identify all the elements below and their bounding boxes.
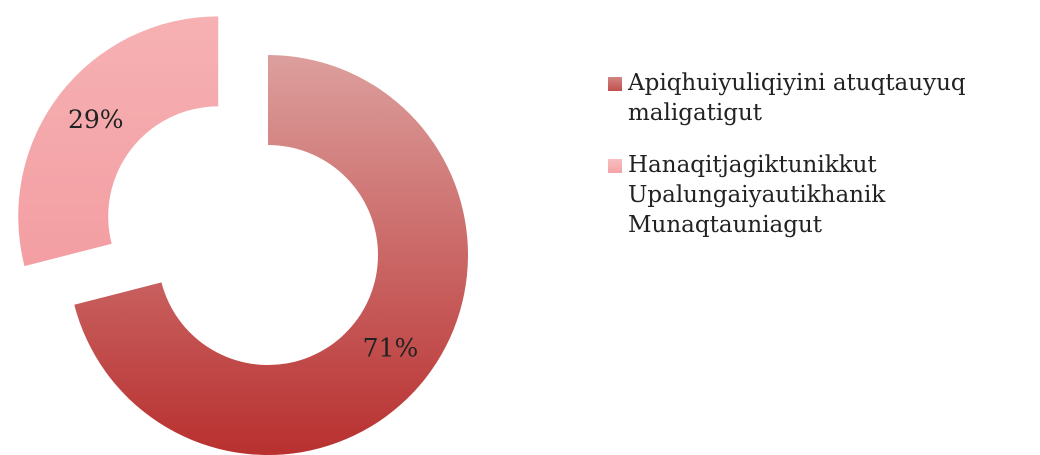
- legend: Apiqhuiyuliqiyini atuqtauyuq maligatigut…: [608, 68, 1028, 262]
- legend-swatch: [608, 159, 622, 173]
- legend-entry: Apiqhuiyuliqiyini atuqtauyuq maligatigut: [608, 68, 1028, 128]
- donut-slice: [74, 55, 469, 455]
- legend-label: Apiqhuiyuliqiyini atuqtauyuq maligatigut: [628, 70, 966, 126]
- data-label: 71%: [363, 334, 419, 363]
- chart: 71% 29%: [18, 16, 469, 455]
- donut-slice: [18, 16, 219, 267]
- data-label: 29%: [68, 105, 124, 134]
- legend-swatch: [608, 77, 622, 91]
- legend-entry: Hanaqitjagiktunikkut Upalungaiyautikhani…: [608, 150, 1028, 240]
- legend-label: Hanaqitjagiktunikkut Upalungaiyautikhani…: [628, 152, 886, 238]
